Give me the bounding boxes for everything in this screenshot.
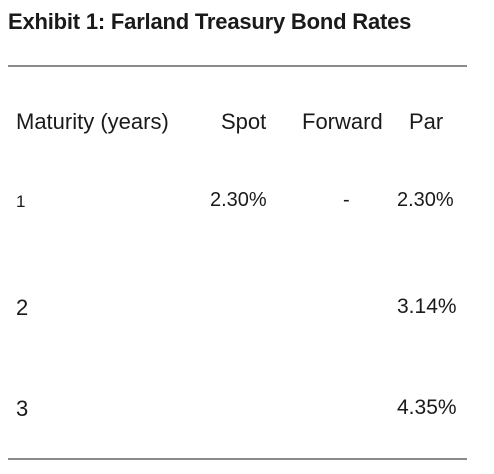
row-3-maturity: 3 bbox=[16, 396, 29, 421]
row-2-par: 3.14% bbox=[397, 295, 457, 318]
exhibit-title: Exhibit 1: Farland Treasury Bond Rates bbox=[8, 9, 412, 34]
header-spot: Spot bbox=[221, 109, 267, 134]
row-1-par: 2.30% bbox=[397, 189, 454, 211]
row-1-spot: 2.30% bbox=[210, 189, 267, 211]
header-forward: Forward bbox=[302, 109, 383, 134]
row-3-par: 4.35% bbox=[397, 396, 457, 419]
bottom-divider bbox=[8, 458, 467, 460]
header-maturity: Maturity (years) bbox=[16, 109, 169, 134]
row-2-maturity: 2 bbox=[16, 295, 29, 320]
row-1-maturity: 1 bbox=[16, 192, 26, 211]
top-divider bbox=[8, 65, 467, 67]
header-par: Par bbox=[409, 109, 444, 134]
row-1-forward: - bbox=[343, 189, 350, 211]
